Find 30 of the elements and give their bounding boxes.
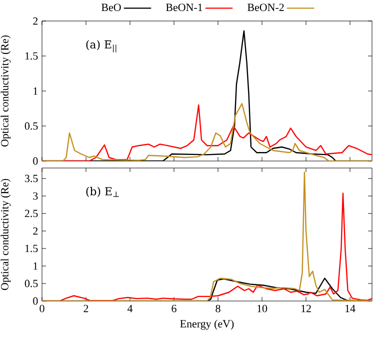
y-axis-title: Optical conductivity (Re) — [0, 35, 11, 147]
y-axis-title: Optical conductivity (Re) — [0, 178, 11, 290]
x-tick-label: 2 — [84, 304, 88, 312]
y-tick-label: 2.5 — [24, 210, 38, 218]
x-tick-label: 10 — [257, 304, 268, 312]
y-tick-label: 1 — [34, 262, 38, 270]
x-tick-label: 0 — [40, 304, 44, 312]
x-tick-label: 8 — [216, 304, 220, 312]
y-tick-label: 0.5 — [24, 280, 38, 288]
y-tick-label: 3.5 — [24, 174, 38, 182]
y-tick-label: 1.5 — [25, 52, 38, 60]
y-tick-label: 0 — [33, 157, 38, 165]
y-tick-label: 2 — [33, 227, 38, 235]
y-tick-label: 0.5 — [24, 122, 38, 130]
y-tick-label: 2 — [33, 17, 38, 25]
y-tick-label: 1 — [34, 87, 38, 95]
annotation: (a) E$_{||}$ — [86, 40, 116, 52]
y-tick-label: 3 — [33, 192, 38, 200]
legend-label: BeON-1 — [166, 4, 202, 12]
x-tick-label: 14 — [345, 304, 356, 312]
annotation: (b) E$_{⊥}$ — [86, 186, 119, 197]
legend-label: BeON-2 — [248, 4, 284, 12]
x-tick-label: 12 — [301, 304, 311, 312]
line-series — [42, 172, 372, 301]
x-axis-title: Energy (eV) — [180, 320, 234, 330]
legend-label: BeO — [102, 4, 121, 12]
x-tick-label: 6 — [172, 304, 176, 312]
x-tick-label: 4 — [127, 304, 133, 312]
y-tick-label: 0 — [33, 297, 38, 305]
y-tick-label: 1.5 — [25, 244, 38, 252]
